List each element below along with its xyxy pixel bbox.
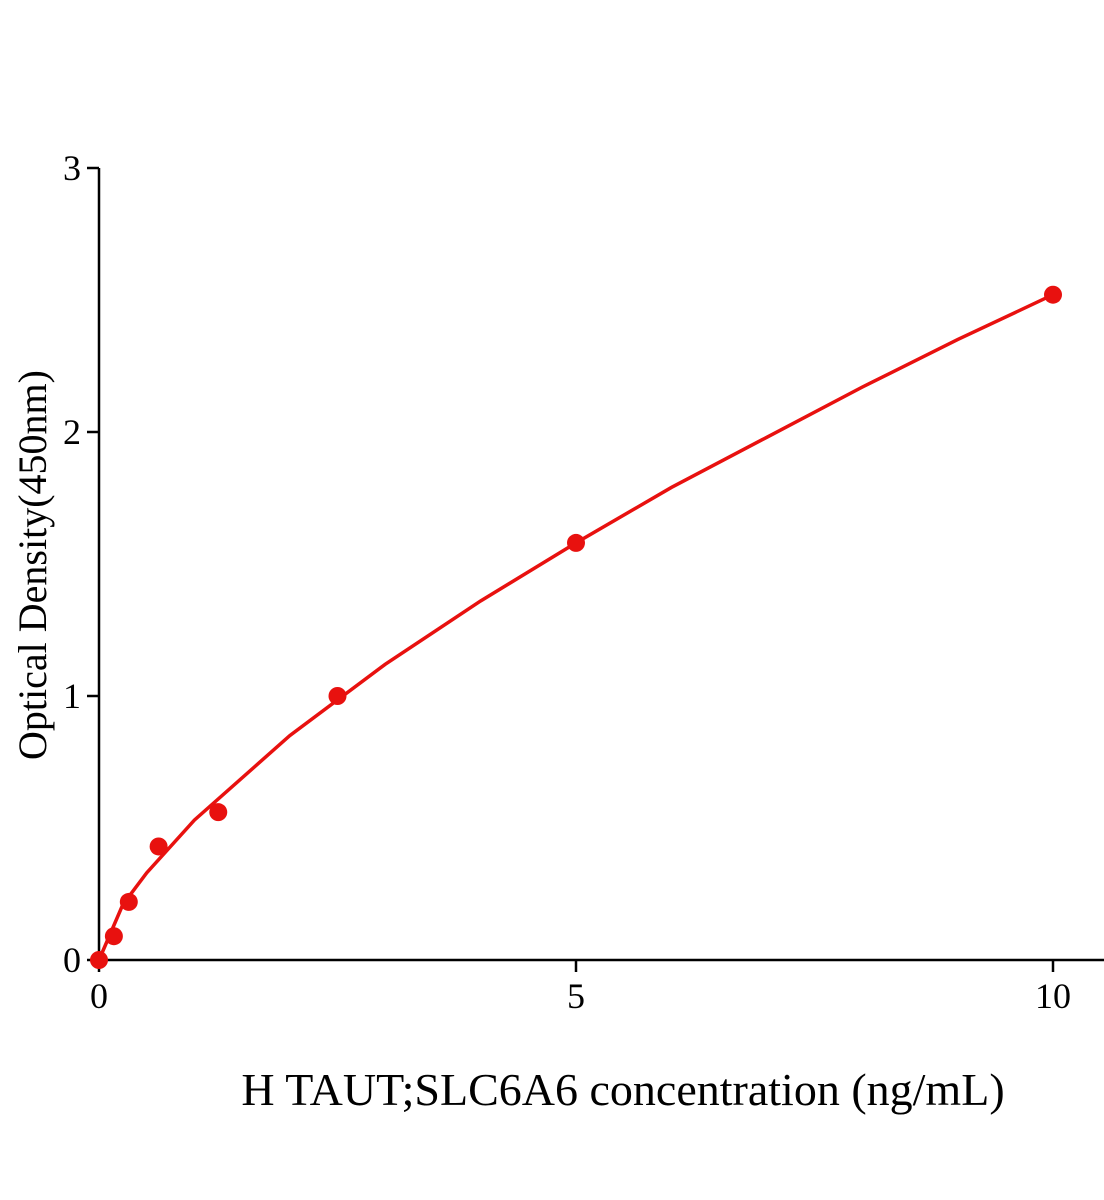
- y-axis-title: Optical Density(450nm): [10, 370, 55, 760]
- x-tick-label: 5: [567, 976, 585, 1016]
- data-point: [119, 892, 138, 911]
- fit-curve: [97, 293, 1054, 961]
- data-point: [567, 533, 585, 552]
- x-axis-title: H TAUT;SLC6A6 concentration (ng/mL): [241, 1064, 1004, 1115]
- data-point: [1044, 285, 1062, 304]
- data-point: [149, 837, 168, 856]
- y-tick-label: 3: [63, 148, 81, 188]
- y-tick-label: 2: [63, 412, 81, 452]
- data-point: [90, 951, 108, 969]
- data-point: [104, 927, 123, 946]
- y-tick-label: 1: [63, 676, 81, 716]
- data-point: [209, 803, 228, 822]
- x-tick-label: 10: [1035, 976, 1071, 1016]
- y-tick-label: 0: [63, 940, 81, 980]
- data-point: [328, 687, 347, 705]
- x-tick-label: 0: [90, 976, 108, 1016]
